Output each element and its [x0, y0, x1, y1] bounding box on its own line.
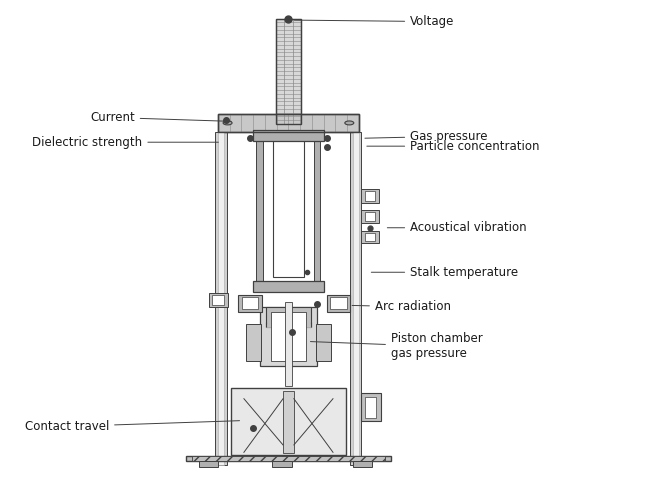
Text: Piston chamber
gas pressure: Piston chamber gas pressure	[311, 332, 483, 360]
Bar	[276, 18, 300, 124]
Bar	[218, 114, 359, 132]
Bar	[239, 295, 261, 312]
Text: Voltage: Voltage	[294, 15, 454, 28]
Text: Arc radiation: Arc radiation	[352, 300, 451, 314]
Bar	[266, 307, 311, 326]
Text: Acoustical vibration: Acoustical vibration	[387, 221, 526, 234]
Bar	[327, 295, 350, 312]
Bar	[253, 130, 324, 141]
Bar	[186, 456, 391, 461]
Bar	[352, 461, 372, 467]
Bar	[215, 132, 227, 465]
Bar	[259, 307, 317, 366]
Text: Dielectric strength: Dielectric strength	[32, 136, 218, 148]
Text: Contact travel: Contact travel	[25, 420, 240, 433]
Bar	[285, 302, 292, 386]
Bar	[209, 293, 228, 307]
Bar	[242, 298, 258, 310]
Bar	[361, 230, 380, 242]
Bar	[256, 132, 263, 290]
Bar	[353, 132, 359, 465]
Bar	[192, 456, 385, 461]
Bar	[212, 295, 224, 305]
Bar	[361, 394, 381, 420]
Bar	[361, 210, 380, 223]
Text: Gas pressure: Gas pressure	[365, 130, 488, 143]
Text: Particle concentration: Particle concentration	[367, 140, 540, 152]
Bar	[231, 388, 346, 455]
Ellipse shape	[345, 121, 354, 125]
Bar	[365, 232, 375, 240]
Bar	[218, 114, 359, 132]
Bar	[350, 132, 361, 465]
Bar	[272, 461, 292, 467]
Bar	[316, 324, 332, 361]
Bar	[365, 212, 375, 221]
Bar	[246, 324, 261, 361]
Bar	[276, 18, 300, 124]
Bar	[361, 189, 380, 203]
Bar	[218, 132, 224, 465]
Bar	[365, 191, 375, 201]
Bar	[330, 298, 346, 310]
Text: Current: Current	[90, 111, 231, 124]
Bar	[199, 461, 218, 467]
Bar	[271, 312, 306, 361]
Bar	[253, 281, 324, 292]
Ellipse shape	[223, 121, 232, 125]
Bar	[365, 397, 376, 418]
Bar	[273, 135, 304, 277]
Text: Stalk temperature: Stalk temperature	[371, 266, 518, 279]
Bar	[283, 391, 294, 452]
Bar	[314, 132, 320, 290]
